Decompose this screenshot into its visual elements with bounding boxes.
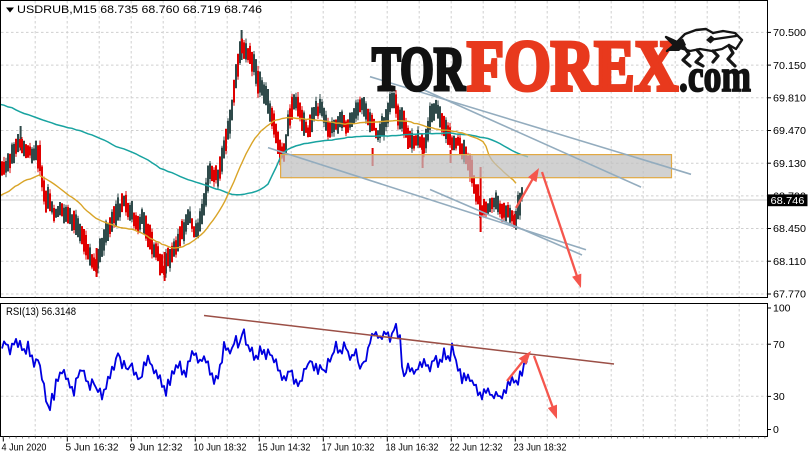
svg-text:TOR: TOR (372, 36, 466, 104)
svg-text:0: 0 (773, 424, 779, 436)
svg-text:10 Jun 18:32: 10 Jun 18:32 (194, 442, 247, 454)
svg-text:68.110: 68.110 (773, 256, 806, 268)
svg-text:67.770: 67.770 (773, 289, 806, 301)
svg-text:30: 30 (773, 391, 785, 403)
svg-text:4 Jun 2020: 4 Jun 2020 (2, 442, 47, 454)
svg-text:USDRUB,M15 68.735 68.760 68.7: USDRUB,M15 68.735 68.760 68.719 68.746 (17, 4, 262, 16)
svg-text:22 Jun 12:32: 22 Jun 12:32 (450, 442, 503, 454)
svg-text:70.500: 70.500 (773, 27, 806, 39)
svg-text:69.470: 69.470 (773, 125, 806, 137)
svg-text:70: 70 (773, 339, 785, 351)
svg-text:9 Jun 12:32: 9 Jun 12:32 (130, 442, 183, 454)
svg-text:68.746: 68.746 (771, 195, 805, 207)
svg-text:.com: .com (679, 50, 751, 101)
svg-text:68.450: 68.450 (773, 223, 806, 235)
svg-text:15 Jun 14:32: 15 Jun 14:32 (258, 442, 311, 454)
svg-text:69.810: 69.810 (773, 93, 806, 105)
svg-text:FOREX: FOREX (467, 26, 678, 106)
svg-text:23 Jun 18:32: 23 Jun 18:32 (514, 442, 567, 454)
svg-text:RSI(13) 56.3148: RSI(13) 56.3148 (6, 306, 76, 318)
svg-text:18 Jun 16:32: 18 Jun 16:32 (386, 442, 439, 454)
svg-text:69.130: 69.130 (773, 158, 806, 170)
svg-text:17 Jun 10:32: 17 Jun 10:32 (322, 442, 375, 454)
svg-text:100: 100 (773, 303, 791, 315)
svg-text:5 Jun 16:32: 5 Jun 16:32 (66, 442, 119, 454)
svg-text:70.150: 70.150 (773, 60, 806, 72)
